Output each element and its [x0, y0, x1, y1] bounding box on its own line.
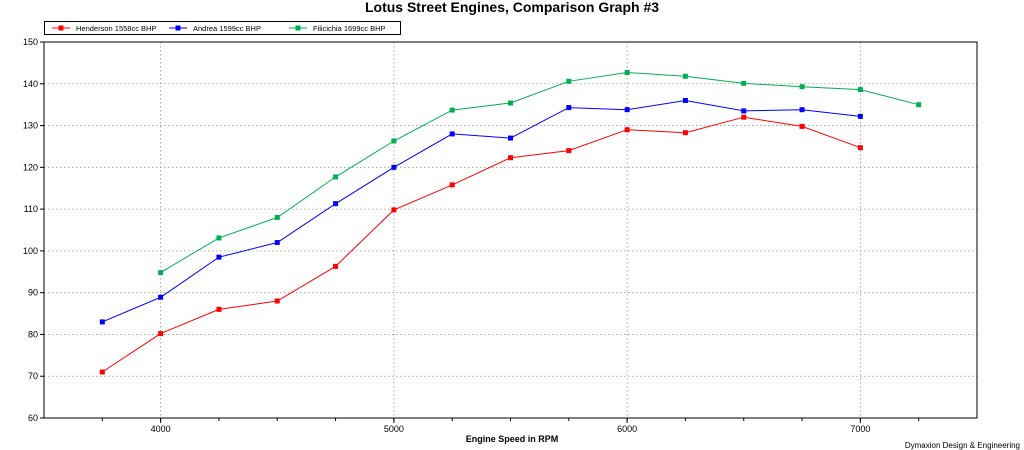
legend-box	[44, 21, 401, 35]
y-tick-label: 100	[23, 246, 38, 256]
y-tick-label: 60	[28, 413, 38, 423]
series-3-point	[449, 107, 455, 113]
series-2-point	[274, 240, 280, 246]
legend-swatch-marker	[295, 25, 301, 31]
legend-entry-2: Andrea 1599cc BHP	[193, 24, 261, 33]
y-tick-label: 150	[23, 37, 38, 47]
legend: Henderson 1558cc BHP Andrea 1599cc BHP Fil…	[44, 21, 401, 35]
series-2-point	[624, 107, 630, 113]
x-axis-label: Engine Speed in RPM	[466, 434, 559, 444]
series-3-point	[274, 214, 280, 220]
y-tick-label: 110	[24, 204, 38, 214]
legend-entry-1: Henderson 1558cc BHP	[76, 24, 156, 33]
x-tick-label: 5000	[384, 424, 404, 434]
series-3-point	[216, 235, 222, 241]
x-tick-label: 7000	[850, 424, 870, 434]
series-2-point	[799, 107, 805, 113]
series-2-point	[333, 201, 339, 207]
y-tick-label: 90	[28, 288, 38, 298]
y-tick-label: 80	[28, 329, 38, 339]
series-1-point	[566, 148, 572, 154]
series-line-1	[102, 116, 861, 373]
series-1-point	[624, 127, 630, 133]
chart-title: Lotus Street Engines, Comparison Graph #…	[365, 0, 659, 15]
series-line-3	[160, 71, 919, 274]
series-3-point	[158, 270, 164, 276]
series-2-point	[508, 135, 513, 141]
series-2-point	[566, 105, 572, 111]
y-tick-label: 130	[23, 121, 38, 131]
plot-area: 60 70 80 90 100 110 120 130 140 150 4000 5000 6000 70…	[23, 21, 978, 434]
series-1-point	[274, 298, 280, 304]
series-1-point	[682, 130, 688, 136]
x-tick-label: 6000	[617, 424, 637, 434]
series-3-point	[857, 87, 863, 93]
series-1-point	[799, 123, 805, 129]
plot-background	[44, 42, 977, 418]
series-3-point	[508, 100, 513, 106]
series-2-point	[216, 254, 222, 260]
series-1-point	[158, 331, 164, 337]
series-3-point	[566, 78, 572, 84]
series-2-point	[741, 108, 747, 114]
series-1-point	[216, 306, 222, 312]
series-line-2	[102, 99, 861, 323]
series-3-point	[916, 102, 922, 108]
legend-swatch-marker	[58, 25, 64, 31]
x-tick-label: 4000	[151, 424, 171, 434]
series-3-point	[682, 73, 688, 79]
series-2-point	[449, 131, 455, 137]
y-tick-label: 120	[23, 162, 38, 172]
legend-swatch-marker	[175, 25, 181, 31]
series-3-point	[333, 174, 339, 180]
plot-frame	[43, 41, 978, 419]
y-tick-label: 70	[28, 371, 38, 381]
series-2-point	[158, 294, 164, 300]
series-1-point	[857, 145, 863, 151]
series-1-point	[99, 369, 105, 375]
series-2-point	[857, 113, 863, 119]
series-1-point	[391, 207, 397, 213]
series-2-point	[682, 97, 688, 103]
y-tick-label: 140	[23, 79, 38, 89]
series-3-point	[741, 80, 747, 86]
credit-text: Dymaxion Design & Engineering	[905, 441, 1020, 450]
series-2-point	[99, 319, 105, 325]
series-1-point	[333, 263, 339, 269]
series-3-point	[799, 84, 805, 90]
series-2-point	[391, 164, 397, 170]
series-3-point	[391, 138, 397, 144]
series-1-point	[449, 182, 455, 188]
series-1-point	[741, 114, 747, 120]
series-1-point	[508, 155, 513, 161]
legend-entry-3: Filicichia 1699cc BHP	[313, 24, 386, 33]
series-3-point	[624, 69, 630, 75]
